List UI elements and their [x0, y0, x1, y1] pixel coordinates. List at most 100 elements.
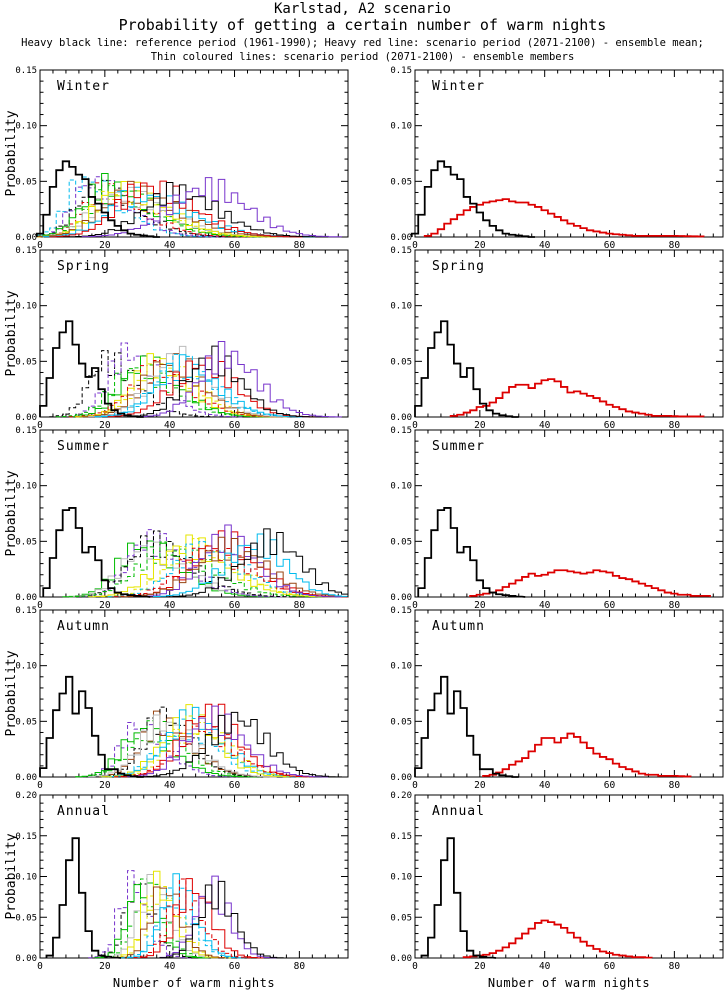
ensemble-member-line [36, 182, 252, 238]
ensemble-member-line [75, 353, 278, 418]
x-tick-label: 0 [412, 240, 418, 251]
y-axis-title: Probability [4, 290, 19, 376]
x-tick-label: 20 [99, 420, 111, 431]
figure-subtitle: Probability of getting a certain number … [118, 16, 607, 34]
reference-line [410, 160, 535, 238]
scenario-mean-line [449, 378, 705, 418]
x-tick-label: 0 [412, 600, 418, 611]
x-tick-label: 60 [229, 240, 241, 251]
x-tick-label: 40 [539, 600, 551, 611]
reference-line [35, 160, 160, 238]
ensemble-member-line [140, 711, 343, 778]
reference-line [414, 320, 519, 418]
x-tick-label: 40 [164, 780, 176, 791]
y-tick-label: 0.10 [390, 873, 412, 883]
ensemble-member-line [36, 172, 265, 238]
ensemble-member-line [68, 181, 323, 238]
y-tick-label: 0.00 [15, 593, 37, 603]
y-tick-label: 0.15 [15, 426, 37, 436]
x-tick-label: 0 [37, 240, 43, 251]
x-tick-label: 60 [604, 600, 616, 611]
y-tick-label: 0.15 [390, 66, 412, 76]
y-tick-label: 0.00 [15, 773, 37, 783]
y-tick-label: 0.10 [15, 122, 37, 132]
season-label: Spring [57, 259, 110, 274]
x-tick-label: 0 [37, 780, 43, 791]
reference-line [39, 320, 144, 418]
ensemble-member-line [165, 528, 349, 598]
x-tick-label: 60 [604, 961, 616, 972]
ensemble-member-line [81, 177, 343, 238]
panel-summer-members: 0 20 40 60 80 0.00 0.05 0.10 0.15 Summer [15, 426, 349, 611]
y-tick-label: 0.05 [390, 177, 412, 187]
y-tick-label: 0.10 [15, 873, 37, 883]
panel-autumn-mean: 0 20 40 60 80 0.00 0.05 0.10 0.15 Autumn [390, 606, 724, 791]
x-tick-label: 0 [412, 780, 418, 791]
y-tick-label: 0.05 [15, 913, 37, 923]
panel-annual-members: 0 20 40 60 80 0.00 0.05 0.10 0.15 0.20 Annual [15, 791, 349, 972]
ensemble-member-line [101, 878, 213, 959]
reference-line [45, 837, 122, 959]
x-tick-label: 60 [229, 961, 241, 972]
y-tick-label: 0.15 [390, 832, 412, 842]
x-tick-label: 60 [229, 600, 241, 611]
reference-line [420, 837, 497, 959]
ensemble-member-line [88, 870, 193, 959]
axes-frame [414, 249, 724, 418]
scenario-mean-line [482, 732, 692, 778]
y-tick-label: 0.10 [15, 302, 37, 312]
season-label: Annual [57, 804, 110, 819]
y-tick-label: 0.05 [390, 537, 412, 547]
x-tick-label: 0 [37, 961, 43, 972]
x-tick-label: 20 [474, 780, 486, 791]
x-tick-label: 0 [37, 600, 43, 611]
y-tick-label: 0.00 [390, 233, 412, 243]
x-tick-label: 40 [164, 420, 176, 431]
y-tick-label: 0.20 [15, 791, 37, 801]
y-tick-label: 0.15 [15, 606, 37, 616]
x-axis-title-right: Number of warm nights [487, 976, 651, 990]
ensemble-member-line [88, 345, 291, 418]
y-tick-label: 0.15 [390, 426, 412, 436]
y-axis-title: Probability [4, 470, 19, 556]
x-tick-label: 80 [294, 240, 306, 251]
y-tick-label: 0.05 [390, 357, 412, 367]
y-tick-label: 0.05 [15, 357, 37, 367]
x-tick-label: 40 [539, 961, 551, 972]
ensemble-member-line [114, 870, 219, 959]
ensemble-member-line [62, 342, 245, 418]
panel-winter-members: 0 20 40 60 80 0.00 0.05 0.10 0.15 Winter [15, 66, 349, 251]
x-tick-label: 80 [669, 780, 681, 791]
axes-frame [39, 69, 349, 238]
x-tick-label: 80 [294, 961, 306, 972]
x-tick-label: 40 [164, 961, 176, 972]
reference-line [417, 507, 526, 598]
y-tick-label: 0.15 [390, 606, 412, 616]
y-tick-label: 0.10 [390, 662, 412, 672]
y-tick-label: 0.05 [15, 537, 37, 547]
ensemble-member-line [140, 878, 265, 959]
x-tick-label: 40 [539, 780, 551, 791]
scenario-mean-line [469, 569, 711, 597]
y-tick-label: 0.00 [390, 954, 412, 964]
y-tick-label: 0.05 [390, 717, 412, 727]
ensemble-member-line [120, 536, 349, 598]
ensemble-member-line [101, 704, 291, 778]
x-tick-label: 80 [669, 240, 681, 251]
x-tick-label: 0 [412, 961, 418, 972]
season-label: Winter [432, 79, 485, 94]
x-tick-label: 40 [164, 240, 176, 251]
ensemble-member-line [94, 882, 206, 959]
legend-line-members: Thin coloured lines: scenario period (20… [150, 51, 575, 63]
x-tick-label: 20 [474, 961, 486, 972]
ensemble-member-line [62, 540, 278, 598]
x-tick-label: 60 [229, 780, 241, 791]
y-tick-label: 0.00 [15, 233, 37, 243]
ensemble-member-line [127, 345, 317, 418]
x-tick-label: 40 [539, 420, 551, 431]
reference-line [414, 675, 519, 778]
ensemble-member-line [127, 705, 330, 778]
x-tick-label: 60 [604, 240, 616, 251]
ensemble-member-line [36, 176, 226, 238]
